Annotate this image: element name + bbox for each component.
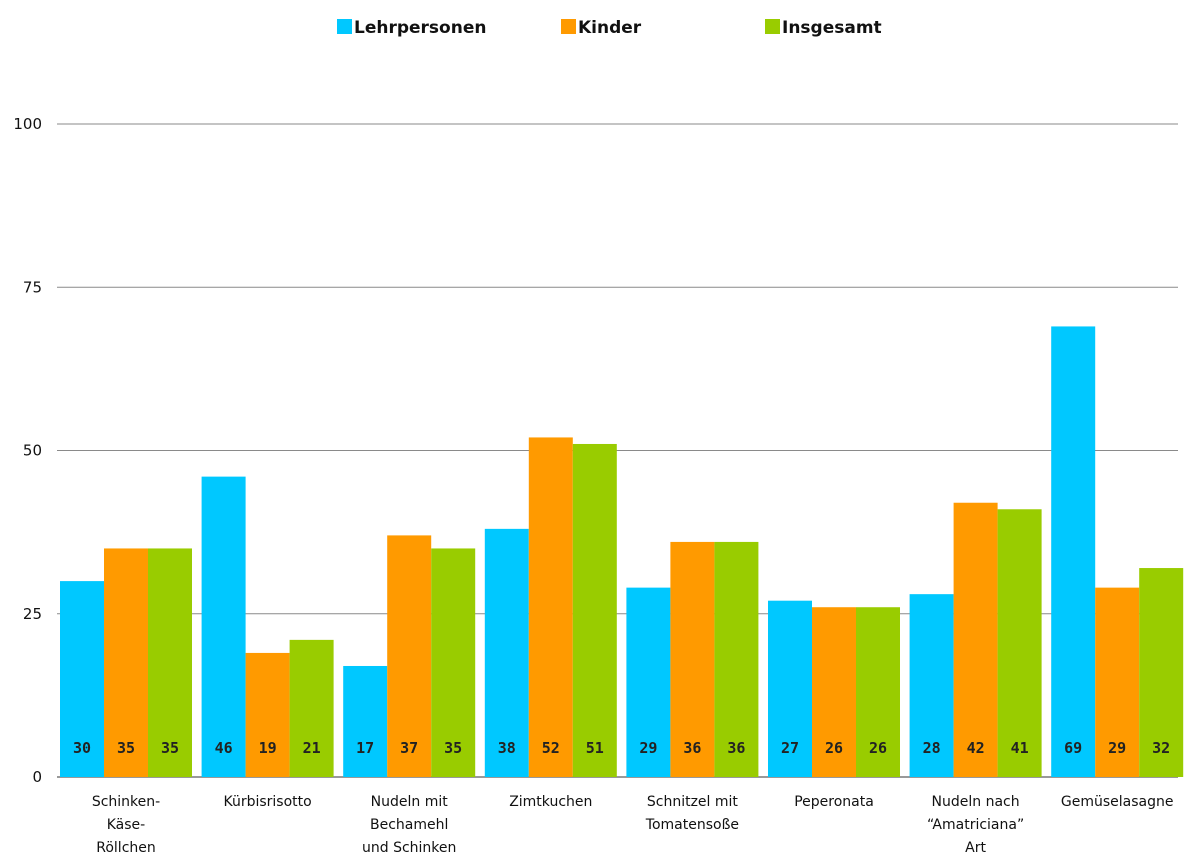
category-label: Schinken- Käse- Röllchen — [92, 794, 160, 856]
category-label: Nudeln nach “Amatriciana” Art — [927, 794, 1024, 856]
category-label-line: Bechamehl — [370, 817, 448, 833]
value-label: 51 — [586, 739, 604, 757]
category-label-line: Tomatensoße — [645, 817, 739, 833]
bar-lehrpersonen — [60, 581, 104, 777]
category-label: Peperonata — [794, 794, 874, 810]
value-label: 46 — [215, 739, 233, 757]
value-label: 21 — [303, 739, 321, 757]
value-label: 29 — [1108, 739, 1126, 757]
bar-lehrpersonen — [343, 665, 388, 777]
value-label: 17 — [356, 739, 374, 757]
category-label-line: und Schinken — [362, 840, 456, 856]
category-label-line: Gemüselasagne — [1061, 794, 1174, 810]
bar-insgesamt — [997, 509, 1042, 777]
value-label: 35 — [161, 739, 179, 757]
bar-insgesamt — [148, 548, 192, 777]
y-axis: 0 25 50 75 100 — [13, 115, 42, 786]
value-label: 27 — [781, 739, 799, 757]
y-tick-label: 50 — [23, 442, 42, 460]
bar-kinder — [387, 535, 432, 777]
value-label: 38 — [498, 739, 516, 757]
x-axis: Schinken- Käse- Röllchen Kürbisrisotto Nudel… — [92, 794, 1174, 856]
legend-label-lehrpersonen: Lehrpersonen — [354, 18, 486, 38]
bar-lehrpersonen — [626, 587, 671, 777]
value-label: 32 — [1152, 739, 1170, 757]
value-label: 69 — [1064, 739, 1082, 757]
legend-swatch-lehrpersonen — [337, 19, 352, 34]
value-label: 28 — [923, 739, 941, 757]
value-label: 41 — [1011, 739, 1029, 757]
category-label-line: Röllchen — [96, 840, 156, 856]
category-label-line: Nudeln mit — [371, 794, 449, 810]
bar-insgesamt — [431, 548, 476, 777]
bar-lehrpersonen — [201, 476, 246, 777]
bar-kinder — [812, 607, 856, 777]
category-label: Kürbisrisotto — [223, 794, 311, 810]
bar-kinder — [1095, 587, 1140, 777]
bar-kinder — [528, 437, 573, 777]
category-label: Schnitzel mit Tomatensoße — [645, 794, 739, 833]
value-label: 36 — [727, 739, 745, 757]
y-tick-label: 25 — [23, 605, 42, 623]
category-label: Nudeln mit Bechamehl und Schinken — [362, 794, 456, 856]
category-label-line: Schnitzel mit — [647, 794, 739, 810]
legend-label-insgesamt: Insgesamt — [782, 18, 882, 38]
category-label-line: “Amatriciana” — [927, 817, 1024, 833]
bar-insgesamt — [1139, 568, 1184, 777]
bar-lehrpersonen — [1051, 326, 1096, 777]
category-label-line: Nudeln nach — [932, 794, 1020, 810]
bar-kinder — [953, 502, 998, 777]
y-tick-label: 75 — [23, 278, 42, 296]
value-labels: 30 35 35 46 19 21 17 37 35 38 52 51 29 36 36 27 26 26 28 42… — [73, 739, 1170, 757]
value-label: 36 — [683, 739, 701, 757]
value-label: 52 — [542, 739, 560, 757]
bar-insgesamt — [572, 443, 617, 777]
y-tick-label: 0 — [32, 768, 42, 786]
bars — [60, 326, 1184, 777]
value-label: 37 — [400, 739, 418, 757]
bar-lehrpersonen — [768, 600, 812, 777]
value-label: 19 — [259, 739, 277, 757]
value-label: 35 — [117, 739, 135, 757]
bar-insgesamt — [714, 541, 759, 777]
legend-swatch-insgesamt — [765, 19, 780, 34]
bar-kinder — [245, 652, 290, 777]
value-label: 42 — [967, 739, 985, 757]
legend-label-kinder: Kinder — [578, 18, 642, 38]
category-label: Gemüselasagne — [1061, 794, 1174, 810]
value-label: 35 — [444, 739, 462, 757]
value-label: 30 — [73, 739, 91, 757]
legend-swatch-kinder — [561, 19, 576, 34]
category-label-line: Kürbisrisotto — [223, 794, 311, 810]
category-label-line: Peperonata — [794, 794, 874, 810]
bar-kinder — [670, 541, 715, 777]
bar-lehrpersonen — [909, 594, 954, 777]
bar-kinder — [104, 548, 148, 777]
category-label-line: Zimtkuchen — [509, 794, 592, 810]
value-label: 26 — [869, 739, 887, 757]
legend: Lehrpersonen Kinder Insgesamt — [337, 18, 882, 38]
category-label: Zimtkuchen — [509, 794, 592, 810]
bar-lehrpersonen — [484, 528, 529, 777]
category-label-line: Art — [965, 840, 986, 856]
category-label-line: Käse- — [107, 817, 145, 833]
bar-insgesamt — [856, 607, 900, 777]
category-label-line: Schinken- — [92, 794, 160, 810]
value-label: 26 — [825, 739, 843, 757]
bar-insgesamt — [289, 639, 334, 777]
value-label: 29 — [639, 739, 657, 757]
y-tick-label: 100 — [13, 115, 42, 133]
